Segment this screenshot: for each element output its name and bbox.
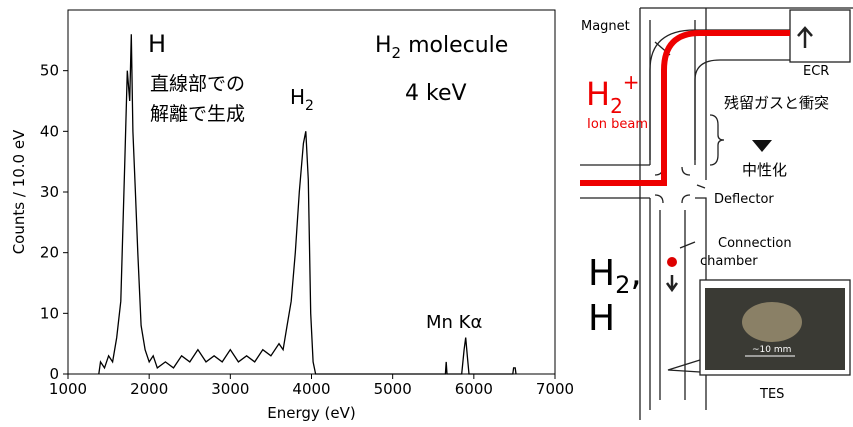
text: H — [588, 253, 615, 294]
ion-beam-path — [580, 30, 790, 186]
text: 2 — [305, 98, 314, 114]
x-tick-label: 7000 — [536, 380, 574, 398]
text: 2 — [610, 94, 623, 118]
x-tick-label: 4000 — [292, 380, 330, 398]
arrow — [665, 275, 679, 293]
pipe — [649, 29, 790, 160]
deflector-label: Deflector — [714, 192, 774, 207]
magnet-label: Magnet — [581, 19, 630, 34]
molecule-label: H2 molecule — [375, 33, 508, 62]
neutrals-label: H2, — [588, 253, 642, 299]
text: H — [586, 75, 610, 113]
chamber-label: Connection — [718, 236, 792, 251]
mn-label: Mn Kα — [426, 312, 482, 333]
y-tick-label: 50 — [40, 62, 59, 80]
pipe — [580, 164, 707, 410]
tes-label: TES — [759, 387, 784, 402]
ecr-label: ECR — [803, 64, 829, 79]
h-note: 解離で生成 — [150, 103, 245, 125]
arrow — [752, 140, 772, 152]
h-peak-label: H — [148, 30, 166, 58]
neutral-label: 中性化 — [742, 161, 787, 179]
energy-label: 4 keV — [405, 81, 467, 106]
ion-beam-label: Ion beam — [587, 117, 648, 132]
chamber-label: chamber — [700, 254, 758, 269]
x-tick-label: 6000 — [455, 380, 493, 398]
y-tick-label: 30 — [40, 183, 59, 201]
tes-array — [742, 302, 802, 342]
x-tick-label: 3000 — [211, 380, 249, 398]
text: 2 — [615, 271, 630, 299]
callout-pointer — [667, 359, 701, 373]
h2-peak-label: H2 — [290, 85, 314, 114]
y-tick-label: 20 — [40, 244, 59, 262]
collision-label: 残留ガスと衝突 — [724, 94, 829, 112]
text: 2 — [392, 44, 402, 62]
x-tick-label: 1000 — [49, 380, 87, 398]
text: H — [290, 85, 305, 109]
ion-label: H2+ — [586, 70, 640, 118]
x-tick-label: 2000 — [130, 380, 168, 398]
neutrals-label: H — [588, 298, 615, 339]
y-tick-label: 0 — [49, 365, 59, 383]
y-axis-label: Counts / 10.0 eV — [10, 129, 28, 254]
arrow — [797, 26, 813, 48]
spectrum-line — [98, 34, 517, 375]
y-tick-label: 10 — [40, 304, 59, 322]
x-tick-label: 5000 — [374, 380, 412, 398]
text: , — [630, 253, 641, 294]
h-note: 直線部での — [150, 73, 245, 95]
brace — [709, 114, 725, 166]
scale-label: ~10 mm — [752, 345, 791, 355]
text: + — [623, 70, 640, 94]
text: H — [375, 33, 392, 58]
x-axis-label: Energy (eV) — [267, 404, 355, 422]
text: molecule — [401, 33, 508, 58]
neutral-particle — [667, 257, 677, 267]
y-tick-label: 40 — [40, 122, 59, 140]
